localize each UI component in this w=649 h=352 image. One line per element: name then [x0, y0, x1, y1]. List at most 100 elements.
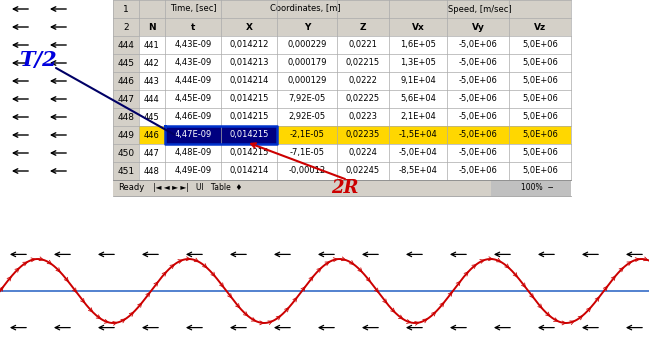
Text: 0,000229: 0,000229: [288, 40, 326, 50]
Bar: [447, 126, 509, 144]
Bar: [509, 0, 571, 18]
Text: 2: 2: [123, 23, 129, 31]
Text: Vy: Vy: [472, 23, 484, 31]
Text: t: t: [191, 23, 195, 31]
Bar: [447, 90, 509, 108]
Bar: [389, 90, 447, 108]
Text: 443: 443: [144, 76, 160, 86]
Text: Vx: Vx: [411, 23, 424, 31]
Text: 0,0223: 0,0223: [349, 113, 378, 121]
Text: 5,0E+06: 5,0E+06: [522, 40, 558, 50]
Text: 1,6E+05: 1,6E+05: [400, 40, 436, 50]
Text: 4,43E-09: 4,43E-09: [175, 58, 212, 68]
Text: -5,0E+06: -5,0E+06: [459, 166, 497, 176]
Bar: [139, 108, 165, 126]
Bar: [509, 18, 571, 36]
Bar: [509, 72, 571, 90]
Text: 445: 445: [144, 113, 160, 121]
Bar: [447, 36, 509, 54]
Bar: [389, 162, 447, 180]
Bar: [337, 162, 389, 180]
Bar: [221, 162, 277, 180]
Text: 1: 1: [123, 5, 129, 13]
Text: 446: 446: [117, 76, 134, 86]
Text: 0,02245: 0,02245: [346, 166, 380, 176]
Text: -0,00012: -0,00012: [288, 166, 326, 176]
Bar: [509, 108, 571, 126]
Bar: [113, 54, 139, 72]
Bar: [113, 36, 139, 54]
Bar: [221, 72, 277, 90]
Bar: [447, 72, 509, 90]
Text: 444: 444: [117, 40, 134, 50]
Bar: [113, 144, 139, 162]
Bar: [221, 54, 277, 72]
Text: T/2: T/2: [19, 50, 57, 70]
Bar: [221, 0, 277, 18]
Text: N: N: [148, 23, 156, 31]
Bar: [139, 36, 165, 54]
Text: -5,0E+06: -5,0E+06: [459, 94, 497, 103]
Bar: [165, 162, 221, 180]
Bar: [447, 108, 509, 126]
Bar: [491, 180, 571, 196]
Bar: [337, 126, 389, 144]
Text: 0,0224: 0,0224: [349, 149, 378, 157]
Bar: [165, 108, 221, 126]
Text: 2,92E-05: 2,92E-05: [288, 113, 326, 121]
Bar: [277, 0, 337, 18]
Bar: [165, 144, 221, 162]
Bar: [389, 54, 447, 72]
Bar: [389, 126, 447, 144]
Bar: [337, 0, 389, 18]
Text: 0,014215: 0,014215: [229, 131, 269, 139]
Bar: [113, 72, 139, 90]
Bar: [389, 108, 447, 126]
Text: 0,014214: 0,014214: [229, 166, 269, 176]
Text: 0,014215: 0,014215: [229, 149, 269, 157]
Bar: [337, 90, 389, 108]
Bar: [221, 144, 277, 162]
Text: -5,0E+06: -5,0E+06: [459, 131, 497, 139]
Text: -1,5E+04: -1,5E+04: [398, 131, 437, 139]
Bar: [447, 144, 509, 162]
Text: 5,0E+06: 5,0E+06: [522, 131, 558, 139]
Bar: [113, 162, 139, 180]
Bar: [337, 108, 389, 126]
Text: 5,0E+06: 5,0E+06: [522, 94, 558, 103]
Text: 0,014214: 0,014214: [229, 76, 269, 86]
Bar: [447, 18, 509, 36]
Bar: [277, 126, 337, 144]
Bar: [509, 162, 571, 180]
Bar: [165, 0, 221, 18]
Bar: [277, 162, 337, 180]
Text: 447: 447: [144, 149, 160, 157]
Text: -8,5E+04: -8,5E+04: [398, 166, 437, 176]
Bar: [509, 54, 571, 72]
Text: 2,1E+04: 2,1E+04: [400, 113, 436, 121]
Text: Vz: Vz: [534, 23, 546, 31]
Bar: [509, 36, 571, 54]
Text: 0,014213: 0,014213: [229, 58, 269, 68]
Text: -5,0E+04: -5,0E+04: [398, 149, 437, 157]
Text: 4,48E-09: 4,48E-09: [175, 149, 212, 157]
Bar: [139, 90, 165, 108]
Text: 441: 441: [144, 40, 160, 50]
Text: 4,49E-09: 4,49E-09: [175, 166, 212, 176]
Text: 5,0E+06: 5,0E+06: [522, 166, 558, 176]
Bar: [113, 0, 139, 18]
Bar: [165, 72, 221, 90]
Bar: [139, 162, 165, 180]
Bar: [221, 36, 277, 54]
Text: 4,44E-09: 4,44E-09: [175, 76, 212, 86]
Bar: [389, 144, 447, 162]
Text: 4,47E-09: 4,47E-09: [175, 131, 212, 139]
Bar: [165, 90, 221, 108]
Text: Y: Y: [304, 23, 310, 31]
Bar: [447, 0, 509, 18]
Text: 5,0E+06: 5,0E+06: [522, 149, 558, 157]
Bar: [337, 144, 389, 162]
Text: Time, [sec]: Time, [sec]: [169, 5, 216, 13]
Bar: [165, 36, 221, 54]
Text: 2R: 2R: [331, 179, 359, 197]
